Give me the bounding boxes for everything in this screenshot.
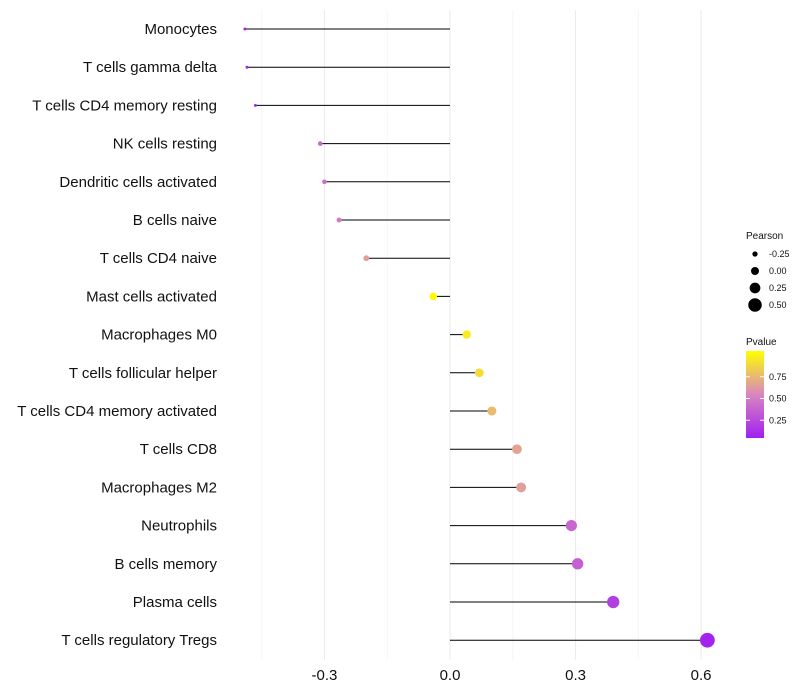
size-legend: Pearson -0.25 0.00 0.25 0.50 bbox=[746, 231, 790, 312]
size-legend-label: 0.25 bbox=[769, 283, 787, 293]
category-label: T cells CD4 memory activated bbox=[17, 403, 217, 420]
lollipop-dot bbox=[429, 292, 438, 301]
color-legend-label: 0.25 bbox=[769, 415, 787, 425]
category-label: B cells naive bbox=[133, 212, 217, 229]
lollipop-dot bbox=[699, 632, 715, 648]
size-legend-label: -0.25 bbox=[769, 249, 790, 259]
lollipop-dot bbox=[322, 179, 327, 185]
category-label: T cells CD4 naive bbox=[100, 250, 217, 267]
category-label: T cells gamma delta bbox=[83, 59, 218, 76]
category-label: Neutrophils bbox=[141, 518, 217, 535]
y-axis-category-labels: Monocytes T cells gamma delta T cells CD4 … bbox=[17, 21, 217, 649]
lollipop-dot bbox=[363, 255, 370, 262]
category-label: T cells CD4 memory resting bbox=[32, 97, 217, 114]
lollipop-dot bbox=[571, 558, 584, 570]
category-label: T cells follicular helper bbox=[69, 365, 217, 382]
size-legend-dot bbox=[748, 298, 762, 312]
size-legend-title: Pearson bbox=[746, 231, 783, 242]
lollipop-dot bbox=[516, 482, 527, 493]
size-legend-dot bbox=[751, 267, 759, 275]
lollipop-stems bbox=[244, 28, 708, 641]
category-label: T cells regulatory Tregs bbox=[61, 632, 217, 649]
lollipop-dot bbox=[336, 217, 342, 223]
category-label: Plasma cells bbox=[133, 594, 217, 611]
lollipop-dot bbox=[487, 406, 497, 416]
x-tick-label: -0.3 bbox=[312, 667, 338, 684]
lollipop-dot bbox=[474, 368, 484, 378]
lollipop-dot bbox=[512, 444, 522, 455]
category-label: Macrophages M2 bbox=[101, 479, 217, 496]
color-legend-gradient-bar bbox=[746, 351, 764, 438]
category-label: Mast cells activated bbox=[86, 288, 217, 305]
color-legend-label: 0.50 bbox=[769, 394, 787, 404]
lollipop-dot bbox=[253, 103, 257, 107]
category-label: T cells CD8 bbox=[140, 441, 217, 458]
color-legend: Pvalue 0.75 0.50 0.25 bbox=[746, 337, 787, 438]
category-label: Macrophages M0 bbox=[101, 327, 217, 344]
lollipop-dot bbox=[565, 520, 577, 532]
lollipop-dot bbox=[245, 65, 249, 69]
lollipop-dots bbox=[243, 27, 715, 648]
size-legend-label: 0.50 bbox=[769, 300, 787, 310]
size-legend-label: 0.00 bbox=[769, 266, 787, 276]
x-tick-label: 0.0 bbox=[440, 667, 461, 684]
category-label: NK cells resting bbox=[113, 136, 217, 153]
category-label: Monocytes bbox=[144, 21, 217, 38]
category-label: B cells memory bbox=[114, 556, 217, 573]
lollipop-dot bbox=[243, 27, 247, 31]
x-tick-label: 0.6 bbox=[691, 667, 712, 684]
lollipop-dot bbox=[317, 141, 323, 146]
gridlines bbox=[261, 10, 702, 660]
x-axis-tick-labels: -0.3 0.0 0.3 0.6 bbox=[312, 667, 712, 684]
lollipop-dot bbox=[607, 595, 620, 609]
category-label: Dendritic cells activated bbox=[59, 174, 217, 191]
color-legend-title: Pvalue bbox=[746, 337, 777, 348]
x-tick-label: 0.3 bbox=[565, 667, 586, 684]
color-legend-label: 0.75 bbox=[769, 372, 787, 382]
size-legend-dot bbox=[752, 251, 758, 257]
lollipop-dot bbox=[462, 330, 471, 339]
size-legend-dot bbox=[749, 282, 761, 294]
